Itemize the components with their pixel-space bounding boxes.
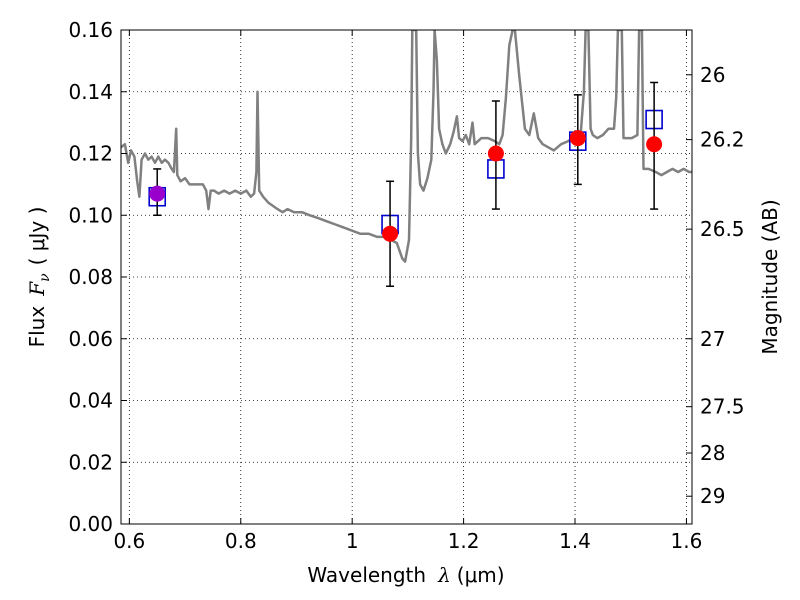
y-tick-label: 0.14 xyxy=(68,80,113,104)
right-tick-label: 26.5 xyxy=(700,217,745,241)
y-axis-title-text: Flux xyxy=(25,306,49,348)
observed-flux-point xyxy=(646,136,663,153)
x-tick-label: 0.6 xyxy=(113,529,145,553)
x-axis-unit: (μm) xyxy=(457,563,505,587)
observed-flux-point xyxy=(382,225,399,242)
x-tick-label: 0.8 xyxy=(225,529,257,553)
observed-flux-point xyxy=(487,145,504,162)
marker-layer xyxy=(148,81,663,288)
right-tick-label: 28 xyxy=(700,441,725,465)
y-axis-symbol: F xyxy=(25,281,49,297)
y-tick-label: 0.12 xyxy=(68,142,113,166)
x-tick-label: 1.2 xyxy=(448,529,480,553)
right-tick-label: 27 xyxy=(700,327,725,351)
y-tick-label: 0.00 xyxy=(68,512,113,536)
x-tick-label: 1.4 xyxy=(559,529,591,553)
spectrum-line xyxy=(121,30,692,263)
right-tick-label: 26.2 xyxy=(700,128,745,152)
right-tick-label: 29 xyxy=(700,484,725,508)
observed-flux-point xyxy=(569,130,586,147)
y-tick-label: 0.04 xyxy=(68,389,113,413)
observed-flux-point xyxy=(149,185,166,202)
x-axis-title-text: Wavelength xyxy=(307,563,426,587)
y-tick-label: 0.06 xyxy=(68,327,113,351)
x-tick-label: 1 xyxy=(346,529,359,553)
y-axis-title: Flux Fν ( μJy ) xyxy=(25,207,53,348)
right-axis-title: Magnitude (AB) xyxy=(758,199,782,354)
x-axis-title: Wavelength λ (μm) xyxy=(307,563,504,587)
y-tick-label: 0.16 xyxy=(68,18,113,42)
plot-area xyxy=(121,30,692,263)
right-tick-label: 26 xyxy=(700,63,725,87)
x-axis-symbol: λ xyxy=(437,563,451,587)
y-axis-unit: ( μJy ) xyxy=(25,207,49,266)
right-tick-label: 27.5 xyxy=(700,395,745,419)
y-tick-label: 0.08 xyxy=(68,265,113,289)
y-tick-label: 0.10 xyxy=(68,203,113,227)
y-tick-label: 0.02 xyxy=(68,450,113,474)
axis-ticks: 0.6 0.8 1 1.2 1.4 1.6 0.00 0.02 0.04 0.06 0.08 0.10… xyxy=(68,18,744,553)
x-tick-label: 1.6 xyxy=(671,529,703,553)
y-axis-subscript: ν xyxy=(37,273,53,282)
